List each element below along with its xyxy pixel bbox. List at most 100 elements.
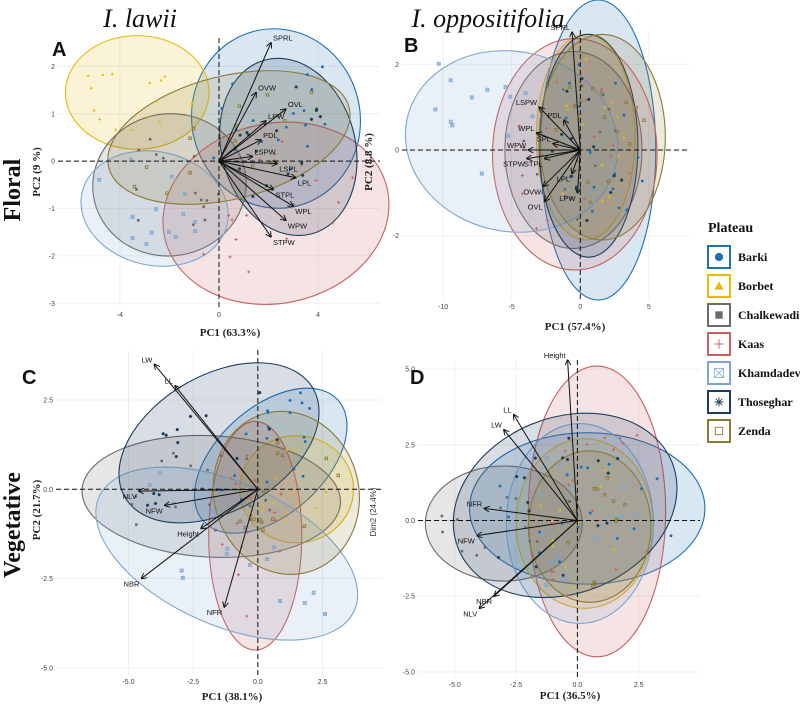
- point-khamdadev: [166, 229, 171, 234]
- point-barki: [265, 480, 269, 484]
- point-thoseghar: [565, 457, 570, 462]
- point-borbet: [314, 506, 318, 509]
- vector-label-nfr: NFR: [467, 499, 483, 508]
- vector-label-stpl: STPL: [524, 160, 543, 169]
- vector-label-lspl: LSPL: [279, 165, 297, 174]
- point-khamdadev: [193, 229, 198, 234]
- vector-label-spl: SPL: [537, 135, 551, 144]
- point-kaas: [520, 192, 525, 196]
- point-barki: [614, 81, 618, 85]
- point-kaas: [627, 171, 632, 176]
- panel-a-ylabel: PC2 (9 %): [31, 147, 43, 197]
- point-borbet: [92, 108, 96, 112]
- ellipse-zenda: [538, 33, 666, 241]
- vector-label-stpw: STPW: [273, 238, 296, 247]
- point-barki: [579, 465, 583, 469]
- point-barki: [576, 525, 580, 529]
- point-khamdadev: [544, 583, 549, 588]
- point-khamdadev: [479, 171, 484, 176]
- panel-d-ytick: 2.5: [405, 442, 415, 449]
- ellipse-zenda: [527, 450, 652, 603]
- point-thoseghar: [188, 414, 193, 418]
- point-borbet: [598, 485, 603, 489]
- vector-label-nfw: NFW: [146, 506, 164, 515]
- point-khamdadev: [272, 545, 277, 550]
- panel-d-ytick: 5.0: [405, 367, 415, 374]
- vector-ll: [175, 386, 259, 490]
- point-khamdadev: [248, 563, 252, 567]
- point-barki: [302, 109, 306, 113]
- vector-nlv: [139, 489, 258, 491]
- point-borbet: [616, 114, 620, 118]
- point-thoseghar: [301, 173, 305, 177]
- point-khamdadev: [549, 559, 554, 564]
- panel-b-xlabel: PC1 (57.4%): [545, 321, 606, 333]
- point-kaas: [614, 567, 618, 572]
- point-chalkewadi: [148, 137, 152, 141]
- ellipse-khamdadev: [505, 423, 654, 625]
- point-khamdadev: [537, 492, 542, 497]
- point-khamdadev: [130, 235, 135, 240]
- point-zenda: [606, 179, 611, 184]
- point-borbet: [617, 154, 621, 158]
- point-borbet: [86, 73, 90, 77]
- point-zenda: [592, 580, 597, 585]
- point-chalkewadi: [134, 495, 138, 498]
- point-zenda: [611, 499, 616, 503]
- point-thoseghar: [567, 436, 571, 440]
- point-barki: [640, 179, 644, 183]
- vector-label-ovl: OVL: [528, 202, 543, 211]
- point-khamdadev: [503, 85, 508, 90]
- point-zenda: [624, 100, 628, 105]
- panel-d-ytick: -5.0: [403, 669, 415, 676]
- legend-label-barki: Barki: [738, 250, 768, 264]
- point-zenda: [238, 519, 242, 524]
- point-thoseghar: [605, 521, 609, 525]
- point-chalkewadi: [563, 188, 566, 191]
- point-borbet: [560, 192, 565, 195]
- point-kaas: [618, 436, 622, 440]
- point-barki: [564, 116, 568, 120]
- point-thoseghar: [309, 117, 314, 121]
- point-barki: [588, 150, 592, 154]
- vector-label-sprl: SPRL: [550, 23, 570, 32]
- point-thoseghar: [522, 476, 527, 480]
- point-kaas: [236, 573, 241, 577]
- point-zenda: [579, 84, 583, 88]
- panel-letter-a: A: [52, 39, 66, 61]
- point-zenda: [554, 128, 558, 132]
- vector-label-pdl: PDL: [547, 111, 562, 120]
- point-chalkewadi: [607, 107, 611, 111]
- panel-b-ylabel: PC2 (8.8 %): [363, 133, 375, 191]
- point-thoseghar: [176, 440, 180, 445]
- point-zenda: [261, 489, 266, 494]
- point-zenda: [237, 104, 242, 108]
- point-barki: [288, 411, 292, 415]
- point-chalkewadi: [546, 83, 550, 87]
- vector-nfr: [224, 489, 259, 607]
- point-khamdadev: [153, 207, 158, 212]
- point-thoseghar: [596, 524, 600, 528]
- point-zenda: [165, 191, 169, 195]
- point-khamdadev: [144, 242, 149, 247]
- point-borbet: [190, 101, 194, 105]
- point-kaas: [566, 483, 571, 487]
- point-barki: [669, 534, 673, 538]
- panel-c-ytick: -2.5: [41, 576, 53, 583]
- vector-wpw: [218, 160, 286, 220]
- point-kaas: [248, 496, 252, 500]
- panel-a-ytick: 1: [51, 111, 55, 118]
- point-kaas: [314, 178, 318, 182]
- point-chalkewadi: [194, 191, 197, 195]
- panel-d-xlabel: PC1 (36.5%): [540, 690, 601, 702]
- panel-a-xtick: 4: [316, 312, 320, 319]
- point-kaas: [245, 530, 250, 534]
- point-barki: [306, 144, 309, 148]
- point-kaas: [522, 146, 526, 150]
- vector-label-nfr: NFR: [207, 608, 223, 617]
- point-thoseghar: [294, 85, 298, 89]
- point-khamdadev: [192, 220, 197, 224]
- point-thoseghar: [286, 172, 290, 176]
- point-borbet: [292, 447, 296, 451]
- vector-lspw: [539, 107, 581, 151]
